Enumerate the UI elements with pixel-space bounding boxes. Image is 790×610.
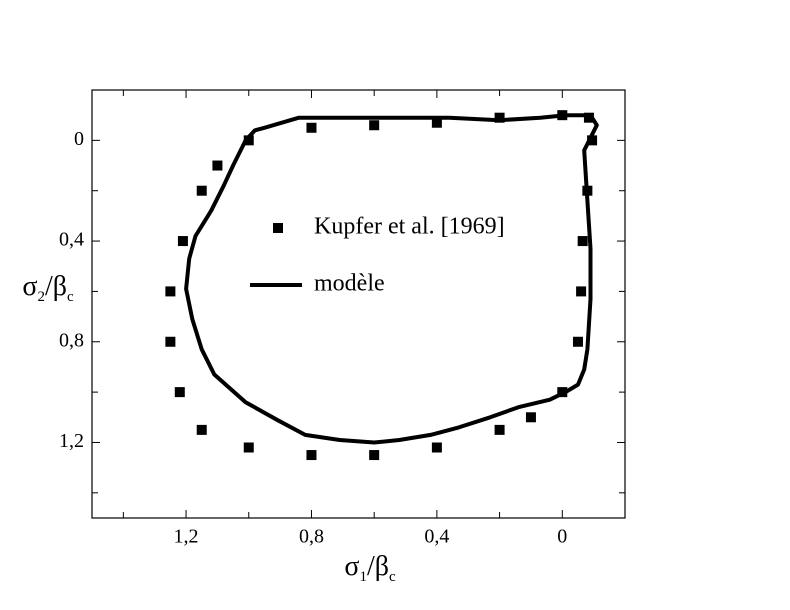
y-tick-label: 1,2 [59, 430, 84, 452]
data-point [243, 442, 254, 453]
data-point [196, 185, 207, 196]
xlabel-part: / [367, 551, 375, 582]
data-point [165, 286, 176, 297]
data-point [431, 442, 442, 453]
ylabel-part: σ [22, 271, 37, 302]
data-point [587, 135, 598, 146]
y-tick-label: 0,4 [59, 229, 84, 251]
data-point [572, 336, 583, 347]
ylabel-part: 2 [37, 289, 45, 305]
data-point [431, 117, 442, 128]
data-point [576, 286, 587, 297]
data-point [306, 122, 317, 133]
ylabel-part: β [53, 271, 67, 302]
data-point [494, 112, 505, 123]
plot-frame [91, 89, 626, 519]
data-point [583, 112, 594, 123]
data-point [212, 160, 223, 171]
data-point [494, 424, 505, 435]
data-point [369, 120, 380, 131]
xlabel-part: c [389, 569, 396, 585]
legend-text: modèle [314, 271, 385, 297]
data-point [577, 236, 588, 247]
xlabel-part: 1 [359, 569, 367, 585]
data-point [174, 387, 185, 398]
legend-marker [273, 223, 283, 233]
data-point [196, 424, 207, 435]
data-point [306, 450, 317, 461]
data-point [165, 336, 176, 347]
data-point [177, 236, 188, 247]
x-tick-label: 1,2 [174, 526, 199, 548]
legend-text: Kupfer et al. [1969] [314, 214, 505, 240]
y-tick-label: 0,8 [59, 329, 84, 351]
xlabel-part: β [375, 551, 389, 582]
x-tick-label: 0,4 [424, 526, 449, 548]
xlabel-part: σ [344, 551, 359, 582]
model-line [184, 113, 599, 445]
x-tick-label: 0,8 [299, 526, 324, 548]
data-point [369, 450, 380, 461]
y-tick-label: 0 [74, 128, 84, 150]
ylabel-part: c [67, 289, 74, 305]
x-axis-label: σ1/βc [344, 551, 396, 585]
data-point [525, 412, 536, 423]
x-tick-label: 0 [557, 526, 567, 548]
data-point [243, 135, 254, 146]
ylabel-part: / [45, 271, 53, 302]
y-axis-label: σ2/βc [22, 271, 74, 305]
